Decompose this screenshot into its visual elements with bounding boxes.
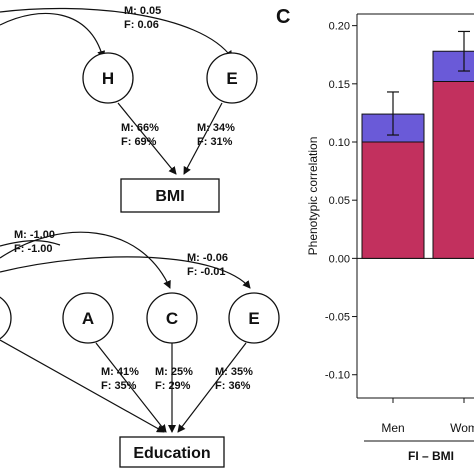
e2-path-m: M: 35% bbox=[215, 366, 253, 378]
y-tick-label: 0.00 bbox=[329, 253, 350, 265]
path-to-h bbox=[0, 12, 106, 59]
a-path-f: F: 35% bbox=[101, 380, 137, 392]
x-tick-label: Wom bbox=[450, 421, 474, 435]
path-to-e bbox=[0, 7, 233, 59]
y-tick-label: 0.05 bbox=[329, 195, 350, 207]
education-model: M: -1.00 F: -1.00 M: -0.06 F: -0.01 A C … bbox=[0, 229, 280, 468]
node-h-letter: H bbox=[102, 69, 114, 88]
node-e-letter: E bbox=[226, 69, 237, 88]
path-from-left bbox=[0, 240, 61, 247]
edu-label2-f: F: -0.01 bbox=[187, 266, 226, 278]
node-a-letter: A bbox=[82, 309, 94, 328]
arrow-a-edu bbox=[95, 342, 167, 433]
arrow-e2-edu bbox=[177, 342, 247, 433]
node-c-letter: C bbox=[166, 309, 178, 328]
node-e2-circle bbox=[228, 292, 280, 344]
group-label: FI – BMI bbox=[408, 449, 454, 463]
y-axis-title: Phenotypic correlation bbox=[306, 137, 320, 256]
arrow-left-edu bbox=[0, 339, 165, 433]
e-path-f: F: 31% bbox=[197, 136, 233, 148]
node-left-circle bbox=[0, 296, 12, 340]
bmi-shared-f: F: 0.06 bbox=[124, 19, 159, 31]
education-box bbox=[119, 436, 225, 468]
edu-label1-m: M: -1.00 bbox=[14, 229, 55, 241]
a-path-m: M: 41% bbox=[101, 366, 139, 378]
bmi-box bbox=[120, 178, 220, 213]
bar-base bbox=[432, 80, 474, 259]
node-e-circle bbox=[206, 52, 258, 104]
bmi-shared-m: M: 0.05 bbox=[124, 5, 161, 17]
y-tick-label: 0.15 bbox=[329, 79, 350, 91]
bar-base bbox=[361, 141, 425, 259]
education-label: Education bbox=[133, 445, 210, 462]
panel-c-letter: C bbox=[276, 6, 290, 28]
node-e2-letter: E bbox=[248, 309, 259, 328]
y-tick-label: -0.05 bbox=[325, 312, 350, 324]
panel-c: C 0.20 0.15 0.10 0.05 0.00 -0.05 -0.10 Men Wom FI… bbox=[276, 6, 474, 463]
y-tick-label: 0.10 bbox=[329, 137, 350, 149]
bmi-model: M: 0.05 F: 0.06 H E M: 66% F: 69% M: 34%… bbox=[0, 5, 258, 213]
bar-top bbox=[432, 50, 474, 82]
y-tick-label: -0.10 bbox=[325, 370, 350, 382]
e-path-m: M: 34% bbox=[197, 122, 235, 134]
edu-label1-f: F: -1.00 bbox=[14, 243, 53, 255]
c-path-m: M: 25% bbox=[155, 366, 193, 378]
edu-label2-m: M: -0.06 bbox=[187, 252, 228, 264]
node-h-circle bbox=[82, 52, 134, 104]
h-path-f: F: 69% bbox=[121, 136, 157, 148]
arrow-e-bmi bbox=[183, 102, 223, 175]
y-tick-label: 0.20 bbox=[329, 21, 350, 33]
bmi-label: BMI bbox=[155, 188, 184, 205]
x-tick-label: Men bbox=[381, 421, 404, 435]
path-to-c bbox=[0, 231, 171, 289]
c-path-f: F: 29% bbox=[155, 380, 191, 392]
correlation-chart: 0.20 0.15 0.10 0.05 0.00 -0.05 -0.10 Men Wom FI –… bbox=[306, 13, 474, 463]
path-to-e2 bbox=[0, 256, 251, 289]
arrow-h-bmi bbox=[117, 102, 177, 175]
h-path-m: M: 66% bbox=[121, 122, 159, 134]
e2-path-f: F: 36% bbox=[215, 380, 251, 392]
node-a-circle bbox=[62, 292, 114, 344]
